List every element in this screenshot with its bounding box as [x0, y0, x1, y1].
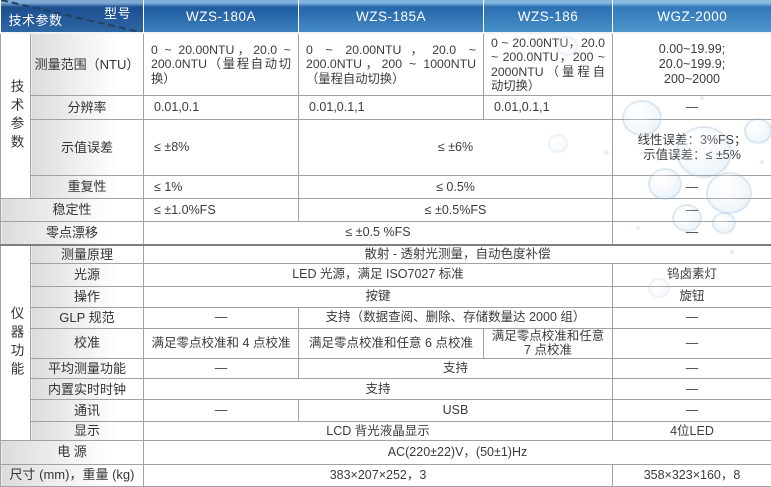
row-label-range: 测量范围（NTU）: [31, 33, 144, 96]
cell-glp-wzs185a-186: 支持（数据查阅、删除、存储数量达 2000 组）: [299, 307, 613, 328]
row-label-resolution: 分辨率: [31, 96, 144, 120]
cell-light-wgz2000: 钨卤素灯: [613, 263, 771, 286]
row-label-size-weight: 尺寸 (mm)，重量 (kg): [1, 464, 144, 486]
spec-sheet-page: { "colors": { "header_blue_dark": "#1d5a…: [0, 0, 771, 471]
row-label-zero-drift: 零点漂移: [1, 222, 144, 245]
cell-calibration-wgz2000: —: [613, 328, 771, 359]
corner-params-label: 技术参数: [9, 10, 63, 29]
cell-averaging-wzs180a: —: [144, 359, 299, 379]
row-clock: 内置实时时钟 支持 —: [1, 379, 771, 400]
row-operation: 操作 按键 旋钮: [1, 286, 771, 307]
row-label-indication-error: 示值误差: [31, 120, 144, 176]
cell-range-wzs180a: 0 ~ 20.00NTU，20.0 ~ 200.0NTU（量程自动切换）: [144, 33, 299, 96]
cell-zero-drift-wgz2000: —: [613, 222, 771, 245]
column-header-wzs185a: WZS-185A: [299, 0, 484, 33]
section-tech-text: 技术参数: [8, 79, 24, 153]
cell-principle-all: 散射 - 透射光测量，自动色度补偿: [144, 245, 771, 264]
cell-calibration-wzs186: 满足零点校准和任意 7 点校准: [484, 328, 613, 359]
cell-repeat-wgz2000: —: [613, 176, 771, 199]
cell-resolution-wzs180a: 0.01,0.1: [144, 96, 299, 120]
cell-operation-wzs-all: 按键: [144, 286, 613, 307]
row-indication-error: 示值误差 ≤ ±8% ≤ ±6% 线性误差：3%FS； 示值误差：≤ ±5%: [1, 120, 771, 176]
row-label-glp: GLP 规范: [31, 307, 144, 328]
cell-error-wzs185a-186: ≤ ±6%: [299, 120, 613, 176]
row-label-light-source: 光源: [31, 263, 144, 286]
cell-glp-wzs180a: —: [144, 307, 299, 328]
row-label-clock: 内置实时时钟: [31, 379, 144, 400]
cell-stability-wzs185a-186: ≤ ±0.5%FS: [299, 199, 613, 222]
cell-stability-wgz2000: —: [613, 199, 771, 222]
cell-clock-wgz2000: —: [613, 379, 771, 400]
column-header-wzs180a: WZS-180A: [144, 0, 299, 33]
cell-error-wgz2000: 线性误差：3%FS； 示值误差：≤ ±5%: [613, 120, 771, 176]
cell-range-wgz2000: 0.00~19.99; 20.0~199.9; 200~2000: [613, 33, 771, 96]
cell-clock-wzs-all: 支持: [144, 379, 613, 400]
row-label-calibration: 校准: [31, 328, 144, 359]
row-calibration: 校准 满足零点校准和 4 点校准 满足零点校准和任意 6 点校准 满足零点校准和…: [1, 328, 771, 359]
row-repeatability: 重复性 ≤ 1% ≤ 0.5% —: [1, 176, 771, 199]
row-label-stability: 稳定性: [1, 199, 144, 222]
cell-size-wgz2000: 358×323×160，8: [613, 464, 771, 486]
row-display: 显示 LCD 背光液晶显示 4位LED: [1, 422, 771, 440]
column-header-wgz2000: WGZ-2000: [613, 0, 771, 33]
row-glp: GLP 规范 — 支持（数据查阅、删除、存储数量达 2000 组） —: [1, 307, 771, 328]
column-header-wzs186: WZS-186: [484, 0, 613, 33]
cell-resolution-wzs186: 0.01,0.1,1: [484, 96, 613, 120]
cell-error-wzs180a: ≤ ±8%: [144, 120, 299, 176]
corner-model-label: 型号: [104, 3, 131, 22]
row-label-averaging: 平均测量功能: [31, 359, 144, 379]
row-label-communication: 通讯: [31, 400, 144, 422]
cell-comm-wgz2000: —: [613, 400, 771, 422]
cell-comm-wzs185a-186: USB: [299, 400, 613, 422]
row-principle: 仪器功能 测量原理 散射 - 透射光测量，自动色度补偿: [1, 245, 771, 264]
header-corner-cell: 型号 技术参数: [1, 0, 144, 33]
row-light-source: 光源 LED 光源，满足 ISO7027 标准 钨卤素灯: [1, 263, 771, 286]
cell-display-wgz2000: 4位LED: [613, 422, 771, 440]
row-size-weight: 尺寸 (mm)，重量 (kg) 383×207×252，3 358×323×16…: [1, 464, 771, 486]
cell-repeat-wzs180a: ≤ 1%: [144, 176, 299, 199]
section-functions-text: 仪器功能: [8, 306, 24, 380]
cell-size-wzs-all: 383×207×252，3: [144, 464, 613, 486]
row-communication: 通讯 — USB —: [1, 400, 771, 422]
cell-display-wzs-all: LCD 背光液晶显示: [144, 422, 613, 440]
cell-repeat-wzs185a-186: ≤ 0.5%: [299, 176, 613, 199]
cell-operation-wgz2000: 旋钮: [613, 286, 771, 307]
cell-calibration-wzs185a: 满足零点校准和任意 6 点校准: [299, 328, 484, 359]
row-resolution: 分辨率 0.01,0.1 0.01,0.1,1 0.01,0.1,1 —: [1, 96, 771, 120]
cell-averaging-wgz2000: —: [613, 359, 771, 379]
cell-stability-wzs180a: ≤ ±1.0%FS: [144, 199, 299, 222]
row-label-principle: 测量原理: [31, 245, 144, 264]
cell-range-wzs185a: 0 ~ 20.00NTU，20.0 ~ 200.0NTU，200 ~ 1000N…: [299, 33, 484, 96]
row-averaging: 平均测量功能 — 支持 —: [1, 359, 771, 379]
row-label-power: 电 源: [1, 440, 144, 464]
cell-range-wzs186: 0 ~ 20.00NTU，20.0 ~ 200.0NTU，200 ~ 2000N…: [484, 33, 613, 96]
cell-resolution-wzs185a: 0.01,0.1,1: [299, 96, 484, 120]
cell-light-wzs-all: LED 光源，满足 ISO7027 标准: [144, 263, 613, 286]
row-range: 技术参数 测量范围（NTU） 0 ~ 20.00NTU，20.0 ~ 200.0…: [1, 33, 771, 96]
cell-power-all: AC(220±22)V，(50±1)Hz: [144, 440, 771, 464]
row-label-repeatability: 重复性: [31, 176, 144, 199]
section-label-functions: 仪器功能: [1, 245, 31, 441]
cell-averaging-wzs185a-186: 支持: [299, 359, 613, 379]
cell-calibration-wzs180a: 满足零点校准和 4 点校准: [144, 328, 299, 359]
cell-comm-wzs180a: —: [144, 400, 299, 422]
row-label-operation: 操作: [31, 286, 144, 307]
row-power: 电 源 AC(220±22)V，(50±1)Hz: [1, 440, 771, 464]
row-label-display: 显示: [31, 422, 144, 440]
table-header-row: 型号 技术参数 WZS-180A WZS-185A WZS-186 WGZ-20…: [1, 0, 771, 33]
section-label-tech: 技术参数: [1, 33, 31, 199]
cell-resolution-wgz2000: —: [613, 96, 771, 120]
cell-zero-drift-wzs-all: ≤ ±0.5 %FS: [144, 222, 613, 245]
row-stability: 稳定性 ≤ ±1.0%FS ≤ ±0.5%FS —: [1, 199, 771, 222]
cell-glp-wgz2000: —: [613, 307, 771, 328]
row-zero-drift: 零点漂移 ≤ ±0.5 %FS —: [1, 222, 771, 245]
